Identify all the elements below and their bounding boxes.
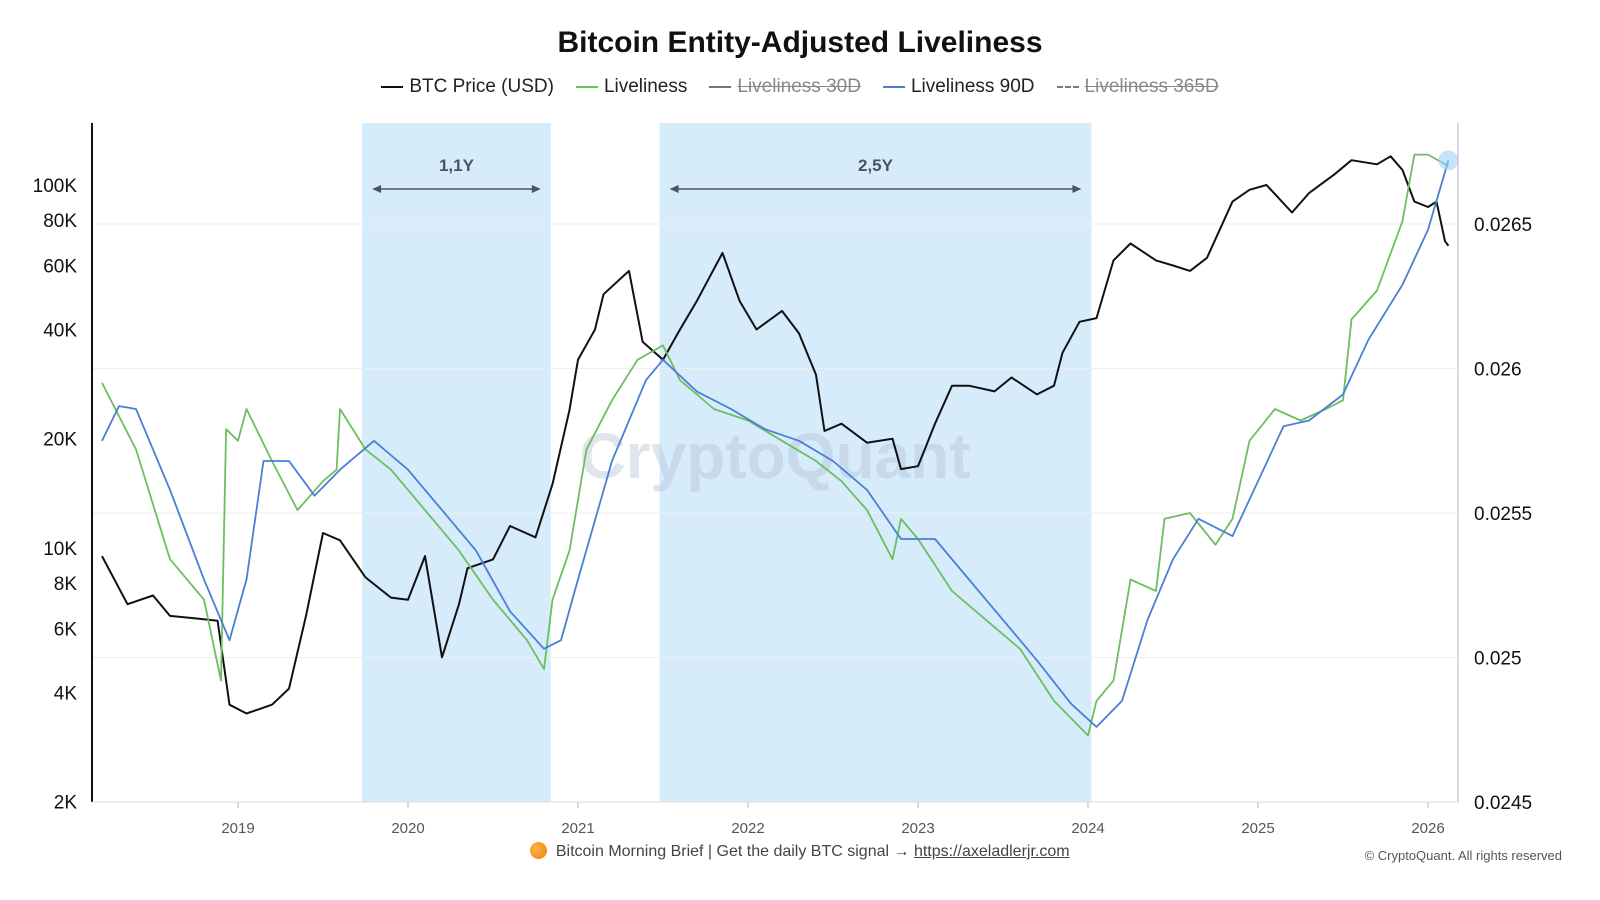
legend-item-btc-price[interactable]: BTC Price (USD): [381, 76, 554, 98]
left-tick-label: 6K: [54, 620, 78, 641]
series-line-btc-price-usd-: [101, 155, 1450, 715]
x-tick-label: 2023: [901, 820, 934, 837]
footer-link[interactable]: https://axeladlerjr.com: [913, 843, 1070, 860]
legend-item-liveliness-90d[interactable]: Liveliness 90D: [882, 76, 1035, 98]
legend-label: BTC Price (USD): [409, 76, 554, 97]
right-tick-label: 0.026: [1474, 360, 1522, 381]
copyright: © CryptoQuant. All rights reserved: [1364, 848, 1562, 863]
legend-label: Liveliness: [603, 76, 688, 97]
left-tick-label: 2K: [54, 793, 78, 814]
legend-label: Liveliness 365D: [1084, 76, 1219, 97]
chart-title: Bitcoin Entity-Adjusted Liveliness: [557, 26, 1043, 59]
left-tick-label: 20K: [43, 430, 77, 451]
duration-label: 2,5Y: [858, 156, 894, 175]
left-tick-label: 8K: [54, 574, 78, 595]
legend-label: Liveliness 30D: [737, 76, 861, 97]
x-tick-label: 2025: [1241, 820, 1274, 837]
series-line-liveliness: [101, 153, 1449, 737]
footer-text: Bitcoin Morning Brief | Get the daily BT…: [555, 843, 910, 860]
x-tick-label: 2022: [731, 820, 764, 837]
series-line-liveliness-90d: [101, 160, 1450, 728]
left-tick-label: 4K: [54, 683, 78, 704]
legend-swatch: [1056, 86, 1079, 88]
legend-label: Liveliness 90D: [910, 76, 1035, 97]
left-tick-label: 60K: [43, 257, 77, 278]
legend-swatch: [381, 86, 404, 88]
legend-item-liveliness-365d[interactable]: Liveliness 365D: [1056, 76, 1219, 98]
legend-swatch: [709, 86, 732, 88]
legend-item-liveliness[interactable]: Liveliness: [575, 76, 688, 98]
left-tick-label: 80K: [43, 211, 77, 232]
orange-circle-icon: [530, 842, 548, 859]
legend: BTC Price (USD) Liveliness Liveliness 30…: [0, 76, 1600, 98]
watermark: CryptoQuant: [579, 420, 970, 492]
x-tick-label: 2021: [561, 820, 594, 837]
legend-swatch: [575, 86, 598, 88]
duration-label: 1,1Y: [439, 156, 475, 175]
x-tick-label: 2026: [1411, 820, 1444, 837]
right-tick-label: 0.0245: [1474, 793, 1532, 814]
legend-item-liveliness-30d[interactable]: Liveliness 30D: [709, 76, 861, 98]
legend-swatch: [882, 86, 905, 88]
x-tick-label: 2019: [221, 820, 254, 837]
footer: Bitcoin Morning Brief | Get the daily BT…: [0, 842, 1600, 861]
right-tick-label: 0.025: [1474, 649, 1522, 670]
right-tick-label: 0.0255: [1474, 504, 1532, 525]
shaded-region-1: [362, 123, 551, 802]
shaded-region-2: [659, 123, 1092, 802]
left-tick-label: 40K: [43, 320, 77, 341]
x-tick-label: 2020: [391, 820, 424, 837]
x-tick-label: 2024: [1071, 820, 1104, 837]
left-tick-label: 10K: [43, 539, 77, 560]
left-tick-label: 100K: [33, 176, 78, 197]
right-tick-label: 0.0265: [1474, 215, 1532, 236]
hover-marker: [1438, 150, 1459, 171]
